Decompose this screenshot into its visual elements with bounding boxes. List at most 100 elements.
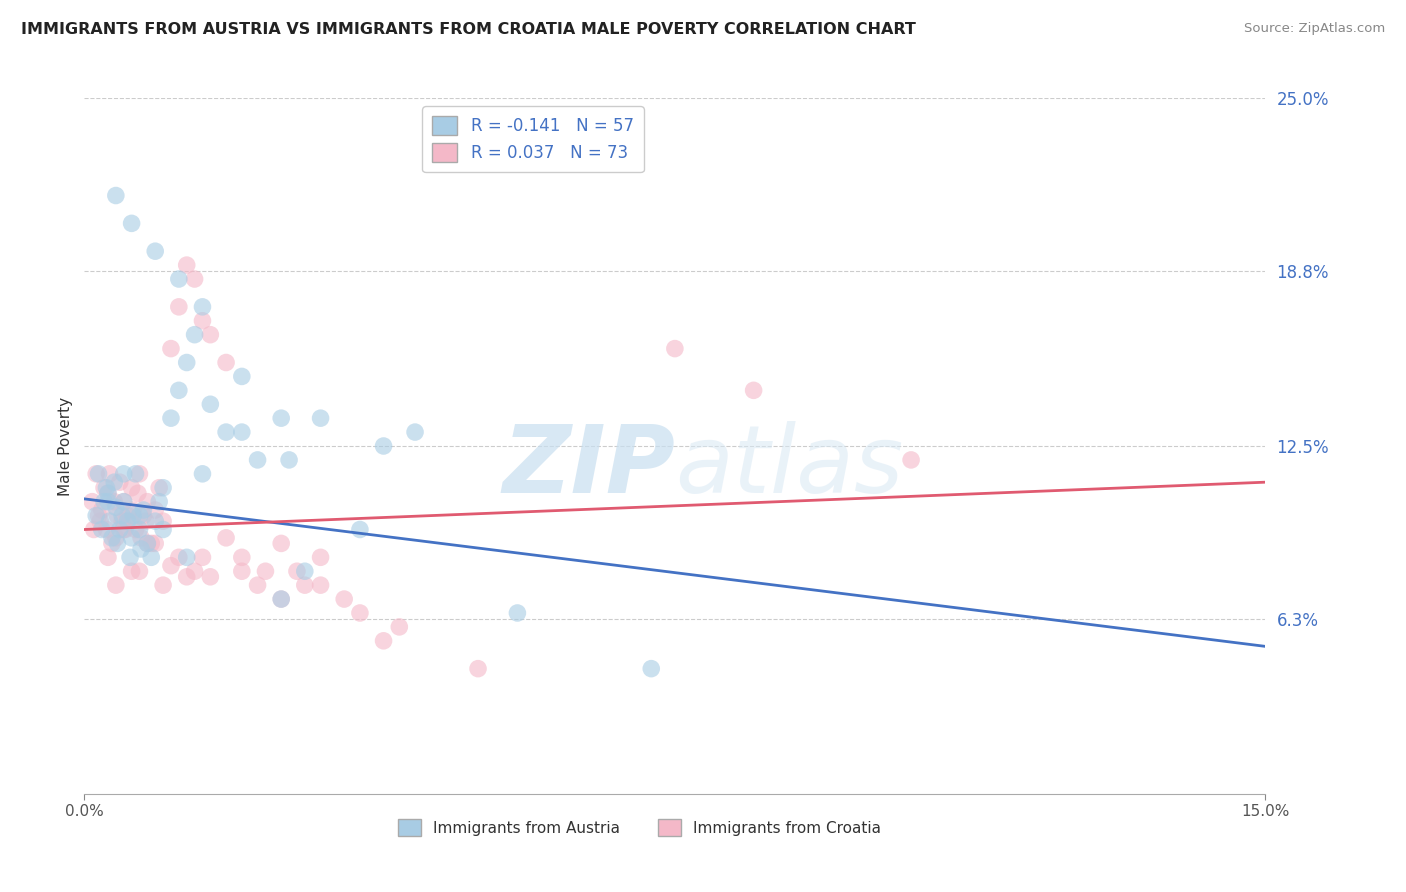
Point: [152, 514, 174, 528]
Point: [183, 272, 205, 286]
Text: atlas: atlas: [675, 421, 903, 512]
Point: [152, 523, 174, 537]
Point: [148, 494, 170, 508]
Point: [101, 531, 124, 545]
Point: [270, 592, 292, 607]
Point: [176, 258, 198, 272]
Point: [112, 494, 135, 508]
Point: [141, 550, 163, 565]
Point: [117, 514, 139, 528]
Point: [143, 503, 166, 517]
Point: [215, 531, 238, 545]
Point: [108, 523, 131, 537]
Text: Source: ZipAtlas.com: Source: ZipAtlas.com: [1244, 22, 1385, 36]
Point: [742, 384, 765, 398]
Point: [176, 550, 198, 565]
Point: [270, 411, 292, 425]
Text: ZIP: ZIP: [502, 421, 675, 513]
Point: [84, 467, 107, 481]
Point: [160, 411, 183, 425]
Point: [90, 523, 112, 537]
Point: [215, 355, 238, 369]
Point: [122, 508, 145, 523]
Point: [104, 531, 127, 545]
Point: [104, 500, 127, 515]
Point: [200, 327, 222, 342]
Point: [103, 494, 125, 508]
Point: [132, 503, 155, 517]
Point: [104, 578, 127, 592]
Point: [191, 467, 214, 481]
Point: [254, 564, 277, 578]
Point: [191, 550, 214, 565]
Point: [160, 558, 183, 573]
Point: [349, 606, 371, 620]
Point: [141, 536, 163, 550]
Point: [128, 564, 150, 578]
Point: [143, 536, 166, 550]
Point: [124, 523, 146, 537]
Y-axis label: Male Poverty: Male Poverty: [58, 396, 73, 496]
Point: [183, 327, 205, 342]
Point: [309, 411, 332, 425]
Point: [97, 550, 120, 565]
Point: [107, 536, 129, 550]
Point: [135, 514, 157, 528]
Point: [87, 467, 110, 481]
Point: [200, 570, 222, 584]
Point: [111, 508, 134, 523]
Point: [167, 272, 190, 286]
Point: [112, 494, 135, 508]
Point: [349, 523, 371, 537]
Point: [101, 536, 124, 550]
Point: [107, 508, 129, 523]
Point: [294, 578, 316, 592]
Point: [129, 531, 152, 545]
Point: [467, 662, 489, 676]
Point: [93, 494, 115, 508]
Legend: Immigrants from Austria, Immigrants from Croatia: Immigrants from Austria, Immigrants from…: [392, 813, 887, 842]
Point: [152, 578, 174, 592]
Point: [388, 620, 411, 634]
Point: [200, 397, 222, 411]
Point: [93, 481, 115, 495]
Point: [167, 550, 190, 565]
Point: [90, 503, 112, 517]
Point: [118, 550, 141, 565]
Point: [404, 425, 426, 439]
Point: [98, 467, 121, 481]
Point: [129, 541, 152, 556]
Point: [183, 564, 205, 578]
Point: [96, 481, 118, 495]
Point: [900, 453, 922, 467]
Point: [97, 494, 120, 508]
Point: [111, 514, 134, 528]
Point: [83, 523, 105, 537]
Point: [136, 536, 159, 550]
Point: [285, 564, 308, 578]
Point: [191, 300, 214, 314]
Point: [270, 592, 292, 607]
Point: [128, 467, 150, 481]
Point: [118, 514, 141, 528]
Point: [97, 486, 120, 500]
Point: [191, 314, 214, 328]
Point: [373, 439, 395, 453]
Point: [160, 342, 183, 356]
Point: [122, 503, 145, 517]
Point: [117, 508, 139, 523]
Point: [143, 244, 166, 259]
Point: [215, 425, 238, 439]
Point: [121, 481, 143, 495]
Point: [89, 514, 111, 528]
Point: [640, 662, 662, 676]
Point: [114, 523, 136, 537]
Point: [128, 523, 150, 537]
Point: [176, 570, 198, 584]
Point: [98, 514, 121, 528]
Point: [246, 578, 269, 592]
Point: [309, 550, 332, 565]
Point: [231, 425, 253, 439]
Point: [152, 481, 174, 495]
Point: [121, 564, 143, 578]
